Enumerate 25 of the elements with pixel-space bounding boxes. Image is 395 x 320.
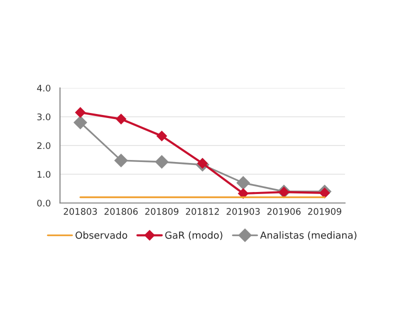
legend-label: Analistas (mediana) [260,231,356,240]
x-tick-label: 201906 [267,208,301,215]
point [74,116,87,130]
point [114,154,128,168]
point [236,176,250,190]
y-tick-label: 0.0 [37,200,50,207]
point [116,114,126,124]
x-tick-label: 201809 [145,208,178,215]
y-tick-label: 1.0 [38,170,50,178]
point [320,188,330,198]
x-tick-label: 201803 [64,208,97,215]
point [156,130,167,142]
legend-label: Observado [76,231,128,239]
x-tick-label: 201812 [186,208,219,215]
x-tick-label: 201903 [226,208,260,215]
point [197,158,208,168]
y-tick-label: 4.0 [37,84,50,92]
x-tick-label: 201909 [308,208,342,215]
legend-label: GaR (modo) [165,231,222,240]
point [155,155,168,168]
x-tick-label: 201806 [104,208,138,215]
point [238,188,248,199]
y-tick-label: 2.0 [37,142,50,150]
y-tick-label: 3.0 [37,113,50,120]
point [75,107,86,118]
